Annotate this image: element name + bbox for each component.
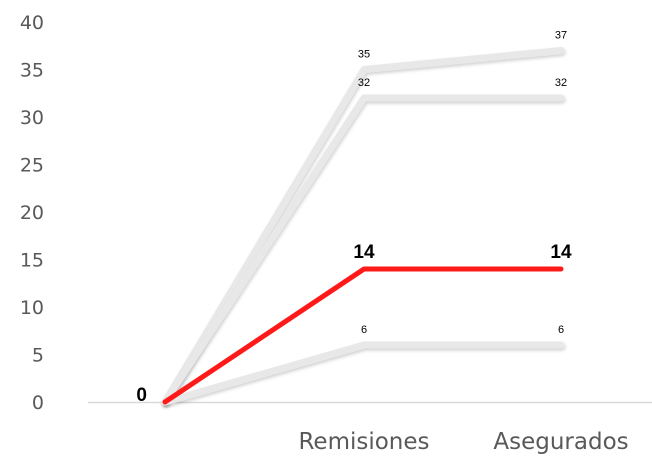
y-axis: 0 5 10 15 20 25 30 35 40 <box>20 12 44 414</box>
data-label: 14 <box>353 242 375 263</box>
series-layer <box>161 47 565 406</box>
data-labels: 35 37 32 32 6 6 0 14 14 <box>136 30 572 407</box>
x-category-label: Remisiones <box>298 429 429 455</box>
x-category-label: Asegurados <box>493 429 628 455</box>
y-tick-label: 40 <box>20 12 44 34</box>
y-tick-label: 20 <box>20 202 44 224</box>
data-label: 32 <box>555 77 567 89</box>
data-label: 35 <box>358 49 370 61</box>
y-tick-label: 5 <box>32 345 44 367</box>
data-label: 37 <box>555 30 567 42</box>
y-tick-label: 25 <box>20 155 44 177</box>
x-axis: Remisiones Asegurados <box>298 429 628 455</box>
y-tick-label: 30 <box>20 107 44 129</box>
data-label: 32 <box>358 77 370 89</box>
series-line <box>161 341 565 406</box>
data-label: 14 <box>550 242 572 263</box>
y-tick-label: 35 <box>20 60 44 82</box>
data-label: 0 <box>136 385 147 406</box>
y-tick-label: 0 <box>32 392 44 414</box>
y-tick-label: 15 <box>20 250 44 272</box>
data-label: 6 <box>558 324 564 336</box>
data-label: 6 <box>361 324 367 336</box>
y-tick-label: 10 <box>20 297 44 319</box>
